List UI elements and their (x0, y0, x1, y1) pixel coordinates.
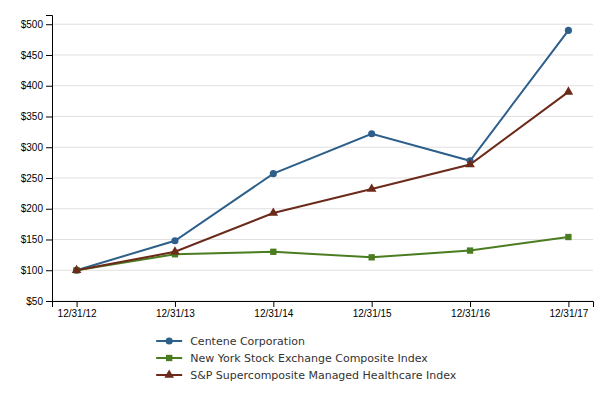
y-tick-mark (46, 147, 52, 148)
x-axis: 12/31/12 12/31/13 12/31/14 12/31/15 12/31/16… (53, 301, 594, 319)
y-tick: $150 (21, 234, 52, 245)
x-tick-mark (372, 301, 373, 307)
y-tick-mark (46, 209, 52, 210)
grid-line (52, 85, 593, 86)
x-tick-mark (273, 301, 274, 307)
x-axis-line (53, 302, 594, 308)
point (368, 130, 375, 137)
series (73, 27, 572, 274)
grid-line (52, 24, 593, 25)
y-tick-mark (46, 116, 52, 117)
point (367, 184, 377, 192)
x-tick: 12/31/15 (353, 301, 392, 319)
x-tick-label: 12/31/14 (254, 308, 293, 319)
y-tick: $500 (21, 19, 52, 30)
y-tick-mark (46, 55, 52, 56)
y-tick: $350 (21, 111, 52, 122)
plot: $50 $100 $150 $200 $250 $300 $350 $400 $450 $500 1… (21, 16, 594, 320)
legend-item: S&P Supercomposite Managed Healthcare In… (156, 369, 457, 382)
point (171, 237, 178, 244)
y-tick: $250 (21, 173, 52, 184)
series (72, 86, 573, 273)
series-line (77, 92, 569, 270)
point (270, 249, 276, 255)
x-tick-label: 12/31/12 (58, 308, 97, 319)
grid-line (52, 147, 593, 148)
grid (52, 24, 593, 301)
y-tick-label: $450 (21, 50, 44, 61)
legend-marker (166, 355, 172, 361)
legend-item: New York Stock Exchange Composite Index (156, 352, 428, 365)
x-tick-label: 12/31/13 (156, 308, 195, 319)
marks (72, 27, 573, 274)
legend: Centene Corporation New York Stock Exchan… (156, 335, 457, 382)
x-tick: 12/31/13 (156, 301, 195, 319)
point (465, 159, 475, 167)
point (565, 27, 572, 34)
y-tick: $100 (21, 265, 52, 276)
series-line (77, 30, 569, 270)
point (467, 247, 473, 253)
y-tick-label: $150 (21, 234, 44, 245)
y-tick: $200 (21, 203, 52, 214)
point (270, 170, 277, 177)
grid-line (52, 239, 593, 240)
y-axis-line (46, 16, 53, 302)
y-tick-label: $250 (21, 173, 44, 184)
y-tick-label: $350 (21, 111, 44, 122)
x-tick-mark (470, 301, 471, 307)
y-tick-mark (46, 270, 52, 271)
x-tick-label: 12/31/15 (353, 308, 392, 319)
chart: $50 $100 $150 $200 $250 $300 $350 $400 $450 $500 1… (0, 0, 613, 400)
point (565, 234, 571, 240)
x-tick: 12/31/17 (549, 301, 588, 319)
point (72, 265, 82, 273)
x-tick-mark (568, 301, 569, 307)
point (564, 86, 574, 94)
y-tick-mark (46, 301, 52, 302)
grid-line (52, 177, 593, 178)
grid-line (52, 208, 593, 209)
x-tick: 12/31/16 (451, 301, 490, 319)
point (170, 246, 180, 254)
y-tick-label: $500 (21, 19, 44, 30)
series-line (77, 237, 569, 270)
y-tick-label: $400 (21, 80, 44, 91)
legend-label: Centene Corporation (190, 335, 305, 348)
point (369, 254, 375, 260)
y-tick-label: $300 (21, 142, 44, 153)
x-tick-mark (77, 301, 78, 307)
series (73, 234, 571, 274)
grid-line (52, 270, 593, 271)
y-tick: $300 (21, 142, 52, 153)
legend-item: Centene Corporation (156, 335, 305, 348)
x-tick-label: 12/31/17 (549, 308, 588, 319)
y-tick-mark (46, 24, 52, 25)
grid-line (52, 116, 593, 117)
y-tick-mark (46, 86, 52, 87)
x-tick-label: 12/31/16 (451, 308, 490, 319)
grid-line (52, 54, 593, 55)
y-tick-mark (46, 239, 52, 240)
y-tick-label: $100 (21, 265, 44, 276)
legend-marker (166, 337, 173, 344)
y-tick: $400 (21, 80, 52, 91)
y-axis: $50 $100 $150 $200 $250 $300 $350 $400 $450 $500 (21, 16, 53, 307)
legend-marker (164, 369, 174, 377)
x-tick-mark (175, 301, 176, 307)
y-tick-label: $200 (21, 203, 44, 214)
y-tick-label: $50 (26, 296, 43, 307)
y-tick: $50 (26, 296, 52, 307)
y-tick: $450 (21, 50, 52, 61)
x-tick: 12/31/12 (58, 301, 97, 319)
point (269, 207, 279, 215)
legend-label: S&P Supercomposite Managed Healthcare In… (190, 369, 457, 382)
x-tick: 12/31/14 (254, 301, 293, 319)
y-tick-mark (46, 178, 52, 179)
legend-label: New York Stock Exchange Composite Index (190, 352, 428, 365)
